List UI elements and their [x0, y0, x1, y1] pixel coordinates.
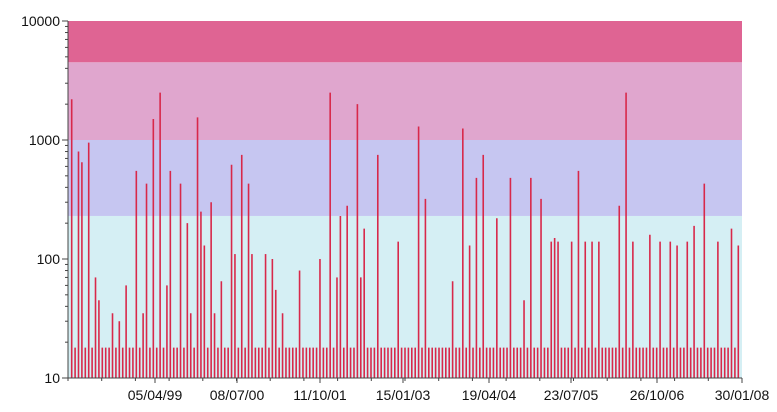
background-band-3 [68, 21, 742, 63]
x-tick-label: 15/01/03 [376, 387, 431, 403]
x-tick-label: 08/07/00 [210, 387, 265, 403]
x-tick-label: 26/10/06 [630, 387, 685, 403]
x-tick-label: 05/04/99 [128, 387, 183, 403]
background-band-2 [68, 62, 742, 140]
x-tick-label: 23/07/05 [544, 387, 599, 403]
background-band-1 [68, 140, 742, 216]
y-tick-label: 100 [37, 251, 61, 267]
x-tick-label: 30/01/08 [715, 387, 770, 403]
y-tick-label: 1000 [29, 132, 60, 148]
x-tick-label: 19/04/04 [462, 387, 517, 403]
x-tick-label: 11/10/01 [293, 387, 347, 403]
y-tick-label: 10000 [21, 13, 60, 29]
y-tick-label: 10 [44, 370, 60, 386]
